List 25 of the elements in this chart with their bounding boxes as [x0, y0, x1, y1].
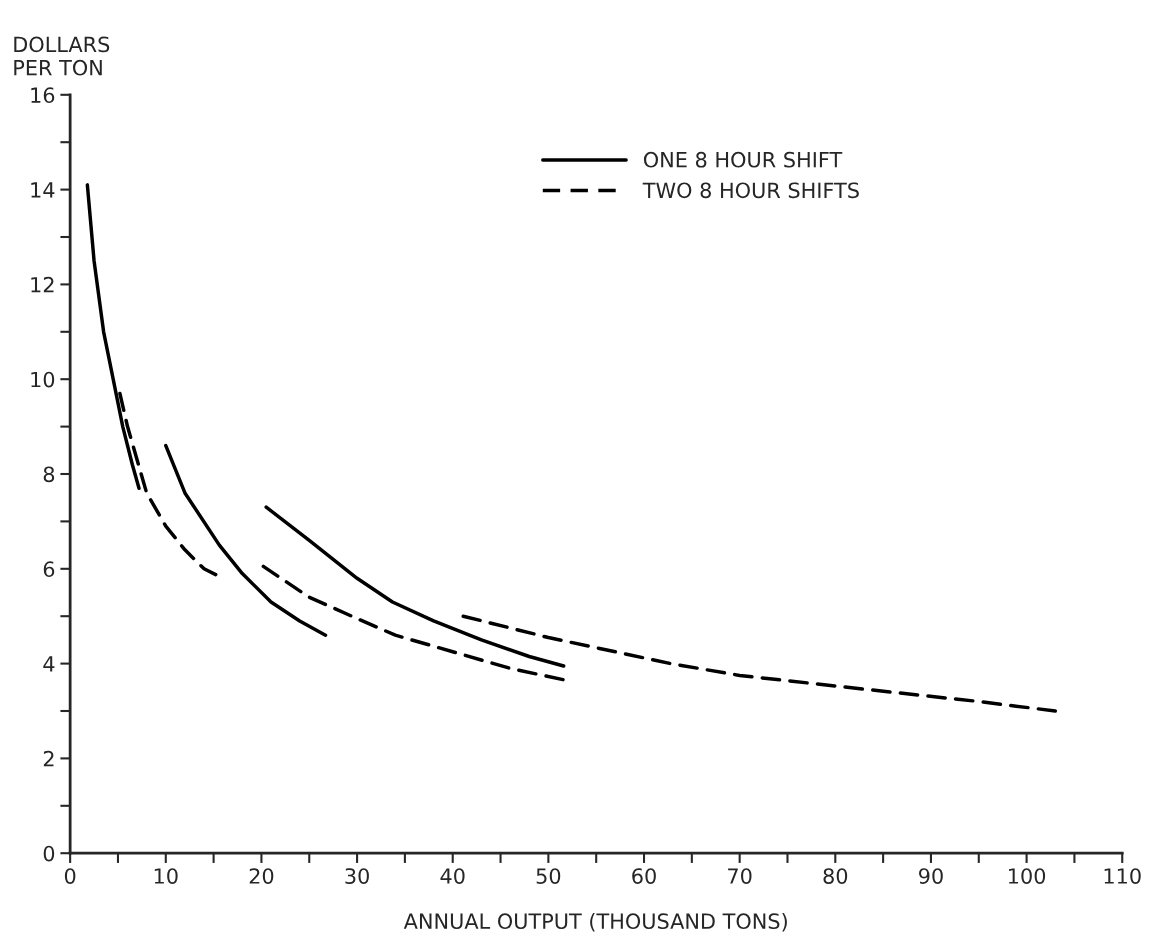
y-tick-label: 12 — [31, 276, 54, 293]
x-tick-label: 20 — [249, 868, 274, 884]
x-tick-label: 0 — [64, 868, 76, 884]
y-tick-label: 10 — [31, 371, 55, 388]
x-tick-label: 110 — [1104, 868, 1141, 884]
x-tick-label: 30 — [345, 868, 369, 884]
y-tick-label: 14 — [31, 182, 55, 198]
y-tick-label: 0 — [43, 845, 55, 862]
legend-label: ONE 8 HOUR SHIFT — [643, 151, 843, 168]
legend-label: TWO 8 HOUR SHIFTS — [642, 182, 859, 199]
x-tick-label: 50 — [536, 868, 561, 884]
x-tick-label: 100 — [1009, 868, 1046, 884]
x-tick-label: 40 — [440, 868, 465, 884]
x-axis-title: ANNUAL OUTPUT (THOUSAND TONS) — [403, 912, 787, 932]
y-tick-label: 16 — [31, 87, 55, 104]
y-axis-title: DOLLARS PER TON — [14, 36, 110, 76]
x-tick-label: 80 — [823, 868, 848, 884]
x-tick-label: 60 — [632, 868, 656, 884]
y-tick-label: 6 — [43, 561, 55, 578]
x-tick-label: 70 — [728, 868, 752, 884]
y-tick-label: 8 — [43, 466, 55, 483]
y-tick-label: 4 — [43, 656, 55, 672]
x-tick-label: 10 — [154, 868, 178, 884]
x-tick-label: 90 — [919, 868, 943, 884]
y-tick-label: 2 — [43, 750, 54, 767]
